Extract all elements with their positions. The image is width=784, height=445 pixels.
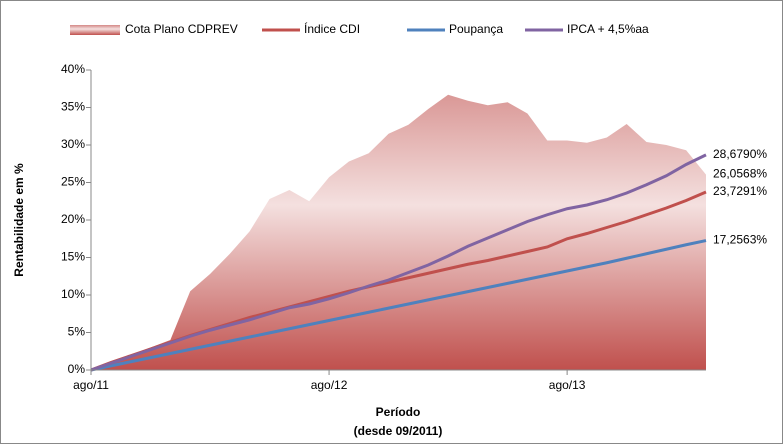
- value-label: 28,6790%: [713, 147, 767, 161]
- y-tick-label: 5%: [68, 325, 86, 339]
- y-tick-label: 40%: [61, 62, 85, 76]
- value-label: 17,2563%: [713, 233, 767, 247]
- y-axis-title: Rentabilidade em %: [12, 163, 26, 277]
- line: [90, 239, 707, 372]
- y-tick-label: 30%: [61, 137, 85, 151]
- y-tick-label: 35%: [61, 100, 85, 114]
- legend-label: Cota Plano CDPREV: [125, 22, 238, 36]
- value-label: 26,0568%: [713, 167, 767, 181]
- line: [90, 153, 707, 372]
- x-tick-label: ago/11: [73, 378, 109, 392]
- y-tick-label: 10%: [61, 287, 85, 301]
- y-tick-label: 25%: [61, 175, 85, 189]
- x-tick-label: ago/12: [311, 378, 348, 392]
- legend-label: Índice CDI: [304, 21, 360, 36]
- x-tick-label: ago/13: [549, 378, 586, 392]
- y-tick-label: 0%: [68, 362, 86, 376]
- x-axis-subtitle: (desde 09/2011): [354, 424, 443, 438]
- x-axis-title: Período: [376, 405, 421, 419]
- y-tick-label: 15%: [61, 250, 85, 264]
- legend-label: IPCA + 4,5%aa: [567, 22, 649, 36]
- area: [91, 94, 706, 370]
- legend-swatch: [70, 25, 120, 35]
- value-label: 23,7291%: [713, 184, 767, 198]
- y-tick-label: 20%: [61, 212, 85, 226]
- legend-label: Poupança: [449, 22, 503, 36]
